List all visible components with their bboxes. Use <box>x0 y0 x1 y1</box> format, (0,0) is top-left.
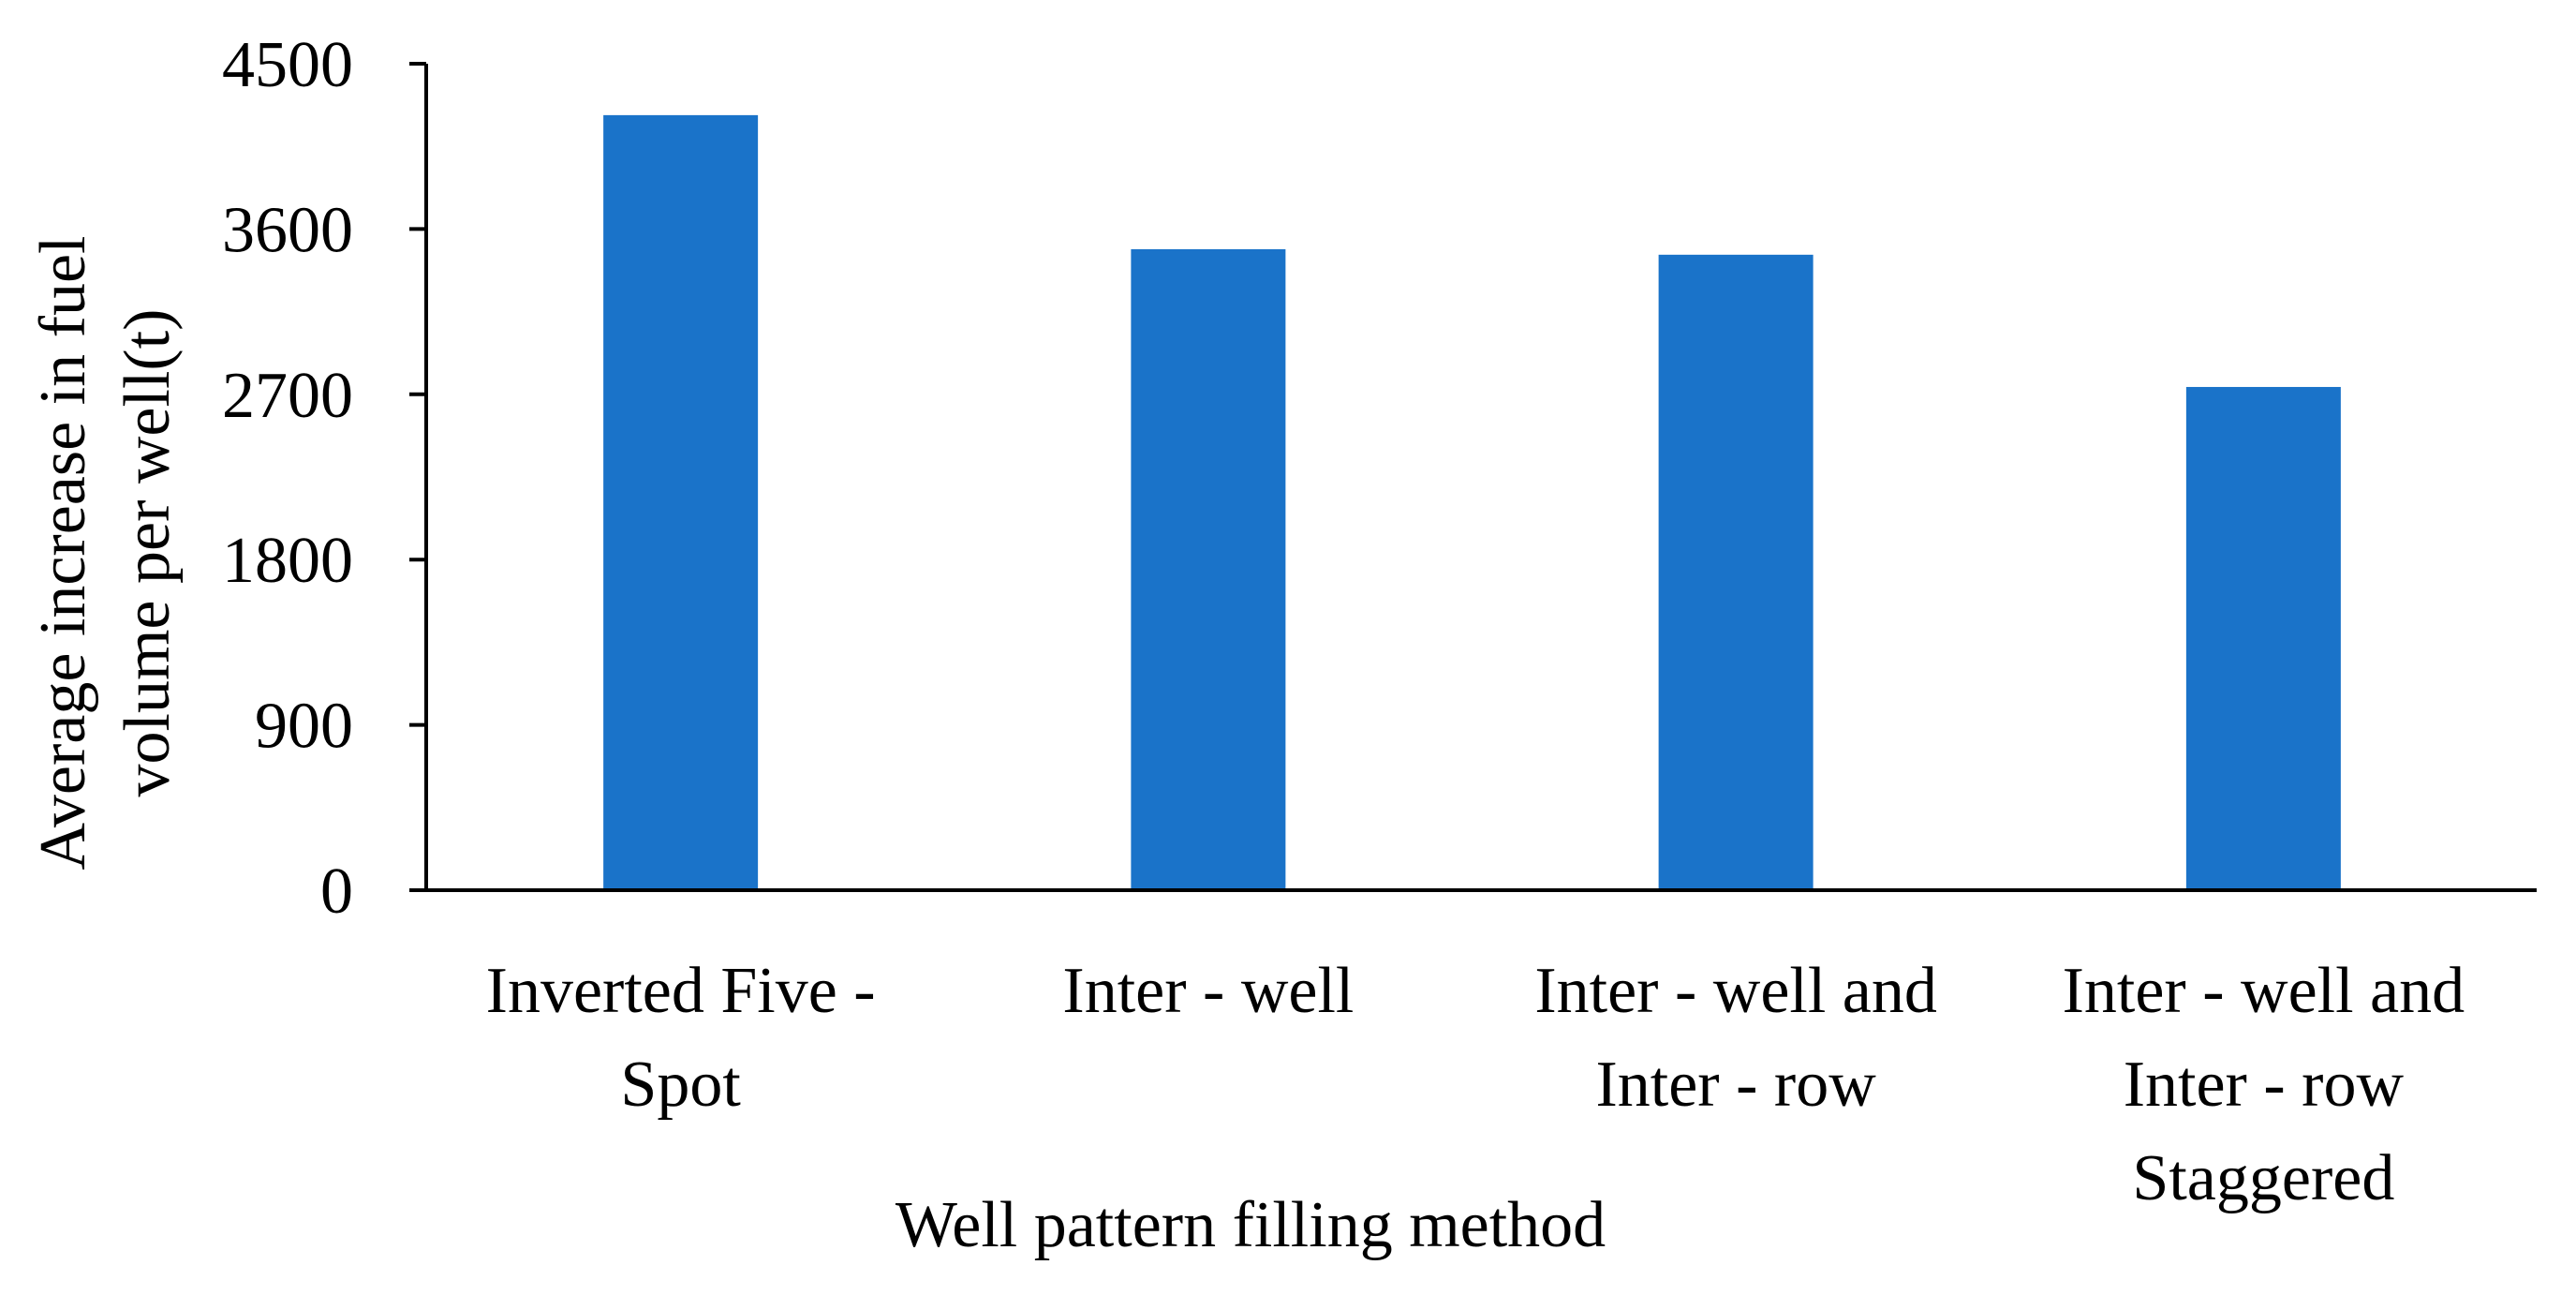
x-category-label-line: Inter - row <box>2124 1049 2405 1121</box>
x-category-label-line: Spot <box>620 1049 741 1121</box>
x-category-label-line: Inverted Five - <box>486 955 876 1027</box>
x-category-label-line: Inter - well and <box>2063 955 2465 1027</box>
bar <box>603 114 759 890</box>
axes-layer <box>424 64 2537 892</box>
bars-layer <box>603 114 2341 891</box>
y-axis-title-line: volume per well(t) <box>111 309 184 797</box>
x-category-label: Inter - well and Inter - row <box>1534 955 1937 1121</box>
bar <box>2185 386 2341 891</box>
x-axis-title: Well pattern filling method <box>896 1189 1606 1261</box>
x-category-labels-layer: Inverted Five - Spot Inter - well Inter - w… <box>486 955 2465 1214</box>
x-category-label: Inter - well <box>1062 955 1354 1027</box>
y-tick-label: 4500 <box>222 29 353 101</box>
x-category-label: Inverted Five - Spot <box>486 955 876 1121</box>
y-tick-label: 3600 <box>222 194 353 266</box>
y-tick-label: 0 <box>320 856 353 928</box>
bar <box>1131 248 1286 891</box>
bar <box>1658 254 1814 891</box>
x-category-label-line: Inter - well <box>1062 955 1354 1027</box>
y-axis-title-text: Average increase in fuel volume per well(… <box>27 236 184 871</box>
x-category-label: Inter - well and Inter - row Staggered <box>2063 955 2465 1214</box>
y-axis-title-line: Average increase in fuel <box>27 236 99 871</box>
x-category-label-line: Inter - row <box>1595 1049 1876 1121</box>
x-category-label-line: Staggered <box>2132 1142 2394 1214</box>
x-category-label-line: Inter - well and <box>1534 955 1937 1027</box>
y-axis-title: Average increase in fuel volume per well(… <box>27 236 184 871</box>
y-tick-label: 2700 <box>222 360 353 432</box>
y-ticks-layer: 0 900 1800 2700 3600 4500 <box>222 29 426 928</box>
y-tick-label: 1800 <box>222 525 353 597</box>
y-tick-label: 900 <box>255 691 353 763</box>
